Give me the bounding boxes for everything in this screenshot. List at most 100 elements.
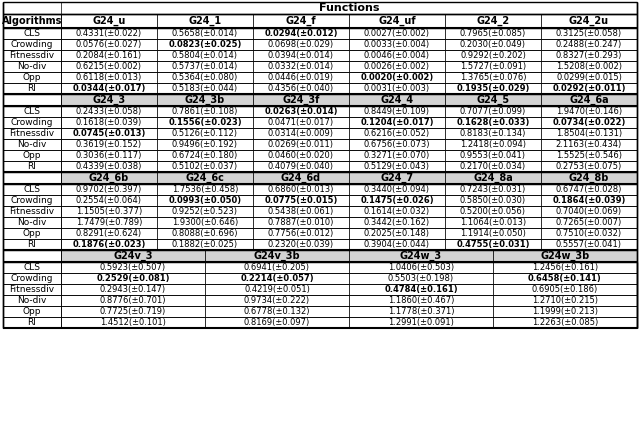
Bar	[61, 172, 157, 184]
Bar	[349, 250, 493, 262]
Text: 0.7077(±0.099): 0.7077(±0.099)	[460, 107, 526, 116]
Text: 0.5102(±0.037): 0.5102(±0.037)	[172, 162, 238, 171]
Bar	[205, 250, 349, 262]
Bar	[493, 273, 637, 284]
Bar	[61, 14, 157, 28]
Text: 0.5557(±0.041): 0.5557(±0.041)	[556, 240, 622, 249]
Bar	[253, 195, 349, 206]
Bar	[445, 106, 541, 117]
Text: 0.0026(±0.002): 0.0026(±0.002)	[364, 62, 430, 71]
Text: No-div: No-div	[17, 218, 47, 227]
Text: 0.9252(±0.523): 0.9252(±0.523)	[172, 207, 238, 216]
Text: Crowding: Crowding	[11, 118, 53, 127]
Bar	[349, 28, 445, 39]
Text: 0.2554(±0.064): 0.2554(±0.064)	[76, 196, 142, 205]
Text: 1.7479(±0.789): 1.7479(±0.789)	[76, 218, 142, 227]
Bar	[541, 172, 637, 184]
Text: 0.8183(±0.134): 0.8183(±0.134)	[460, 129, 526, 138]
Bar	[349, 128, 445, 139]
Bar	[157, 39, 253, 50]
Bar	[349, 239, 445, 250]
Text: 0.0344(±0.017): 0.0344(±0.017)	[72, 84, 146, 93]
Bar	[205, 262, 349, 273]
Text: 0.1475(±0.026): 0.1475(±0.026)	[360, 196, 434, 205]
Text: 0.6747(±0.028): 0.6747(±0.028)	[556, 185, 622, 194]
Text: CLS: CLS	[24, 29, 40, 38]
Text: No-div: No-div	[17, 296, 47, 305]
Text: 0.2025(±0.148): 0.2025(±0.148)	[364, 229, 430, 238]
Bar	[445, 161, 541, 172]
Text: 0.3036(±0.117): 0.3036(±0.117)	[76, 151, 142, 160]
Text: 0.4079(±0.040): 0.4079(±0.040)	[268, 162, 334, 171]
Bar	[445, 72, 541, 83]
Bar	[541, 50, 637, 61]
Bar	[445, 228, 541, 239]
Text: 0.1882(±0.025): 0.1882(±0.025)	[172, 240, 238, 249]
Text: 0.5658(±0.014): 0.5658(±0.014)	[172, 29, 238, 38]
Bar	[445, 50, 541, 61]
Bar	[541, 150, 637, 161]
Bar	[541, 72, 637, 83]
Text: 0.5850(±0.030): 0.5850(±0.030)	[460, 196, 526, 205]
Text: 0.1876(±0.023): 0.1876(±0.023)	[72, 240, 146, 249]
Text: G24_4: G24_4	[380, 95, 413, 105]
Text: Fitnessdiv: Fitnessdiv	[10, 207, 54, 216]
Text: G24v_3: G24v_3	[113, 251, 153, 261]
Bar	[541, 217, 637, 228]
Bar	[205, 306, 349, 317]
Bar	[349, 72, 445, 83]
Bar	[349, 206, 445, 217]
Bar	[157, 83, 253, 94]
Bar	[349, 306, 493, 317]
Bar	[3, 262, 61, 273]
Bar	[349, 284, 493, 295]
Text: RI: RI	[28, 240, 36, 249]
Text: 1.2263(±0.085): 1.2263(±0.085)	[532, 318, 598, 327]
Bar	[3, 317, 61, 328]
Text: G24_f: G24_f	[285, 16, 316, 26]
Bar	[3, 306, 61, 317]
Bar	[349, 39, 445, 50]
Bar	[61, 284, 205, 295]
Text: Opp: Opp	[23, 229, 41, 238]
Text: G24_6a: G24_6a	[569, 95, 609, 105]
Text: 0.0745(±0.013): 0.0745(±0.013)	[72, 129, 146, 138]
Text: 0.0576(±0.027): 0.0576(±0.027)	[76, 40, 142, 49]
Bar	[157, 28, 253, 39]
Text: 0.0394(±0.014): 0.0394(±0.014)	[268, 51, 334, 60]
Text: 0.7887(±0.010): 0.7887(±0.010)	[268, 218, 334, 227]
Text: 0.4219(±0.051): 0.4219(±0.051)	[244, 285, 310, 294]
Text: 0.6905(±0.186): 0.6905(±0.186)	[532, 285, 598, 294]
Bar	[3, 128, 61, 139]
Bar	[3, 161, 61, 172]
Text: 0.5200(±0.056): 0.5200(±0.056)	[460, 207, 526, 216]
Bar	[541, 83, 637, 94]
Bar	[3, 83, 61, 94]
Text: 0.0269(±0.011): 0.0269(±0.011)	[268, 140, 334, 149]
Bar	[61, 94, 157, 106]
Text: 1.1064(±0.013): 1.1064(±0.013)	[460, 218, 526, 227]
Bar	[157, 14, 253, 28]
Text: 1.1860(±0.467): 1.1860(±0.467)	[388, 296, 454, 305]
Bar	[253, 239, 349, 250]
Bar	[157, 106, 253, 117]
Bar	[61, 295, 205, 306]
Text: 0.0263(±0.014): 0.0263(±0.014)	[264, 107, 338, 116]
Bar	[349, 61, 445, 72]
Bar	[445, 139, 541, 150]
Bar	[445, 172, 541, 184]
Bar	[157, 184, 253, 195]
Text: 0.5126(±0.112): 0.5126(±0.112)	[172, 129, 238, 138]
Bar	[3, 250, 61, 262]
Text: G24_3f: G24_3f	[282, 95, 320, 105]
Bar	[541, 239, 637, 250]
Text: Fitnessdiv: Fitnessdiv	[10, 129, 54, 138]
Text: RI: RI	[28, 162, 36, 171]
Bar	[253, 150, 349, 161]
Bar	[253, 217, 349, 228]
Text: 0.1618(±0.039): 0.1618(±0.039)	[76, 118, 142, 127]
Bar	[349, 195, 445, 206]
Text: 0.3440(±0.094): 0.3440(±0.094)	[364, 185, 430, 194]
Text: 0.0314(±0.009): 0.0314(±0.009)	[268, 129, 334, 138]
Text: 0.8449(±0.109): 0.8449(±0.109)	[364, 107, 430, 116]
